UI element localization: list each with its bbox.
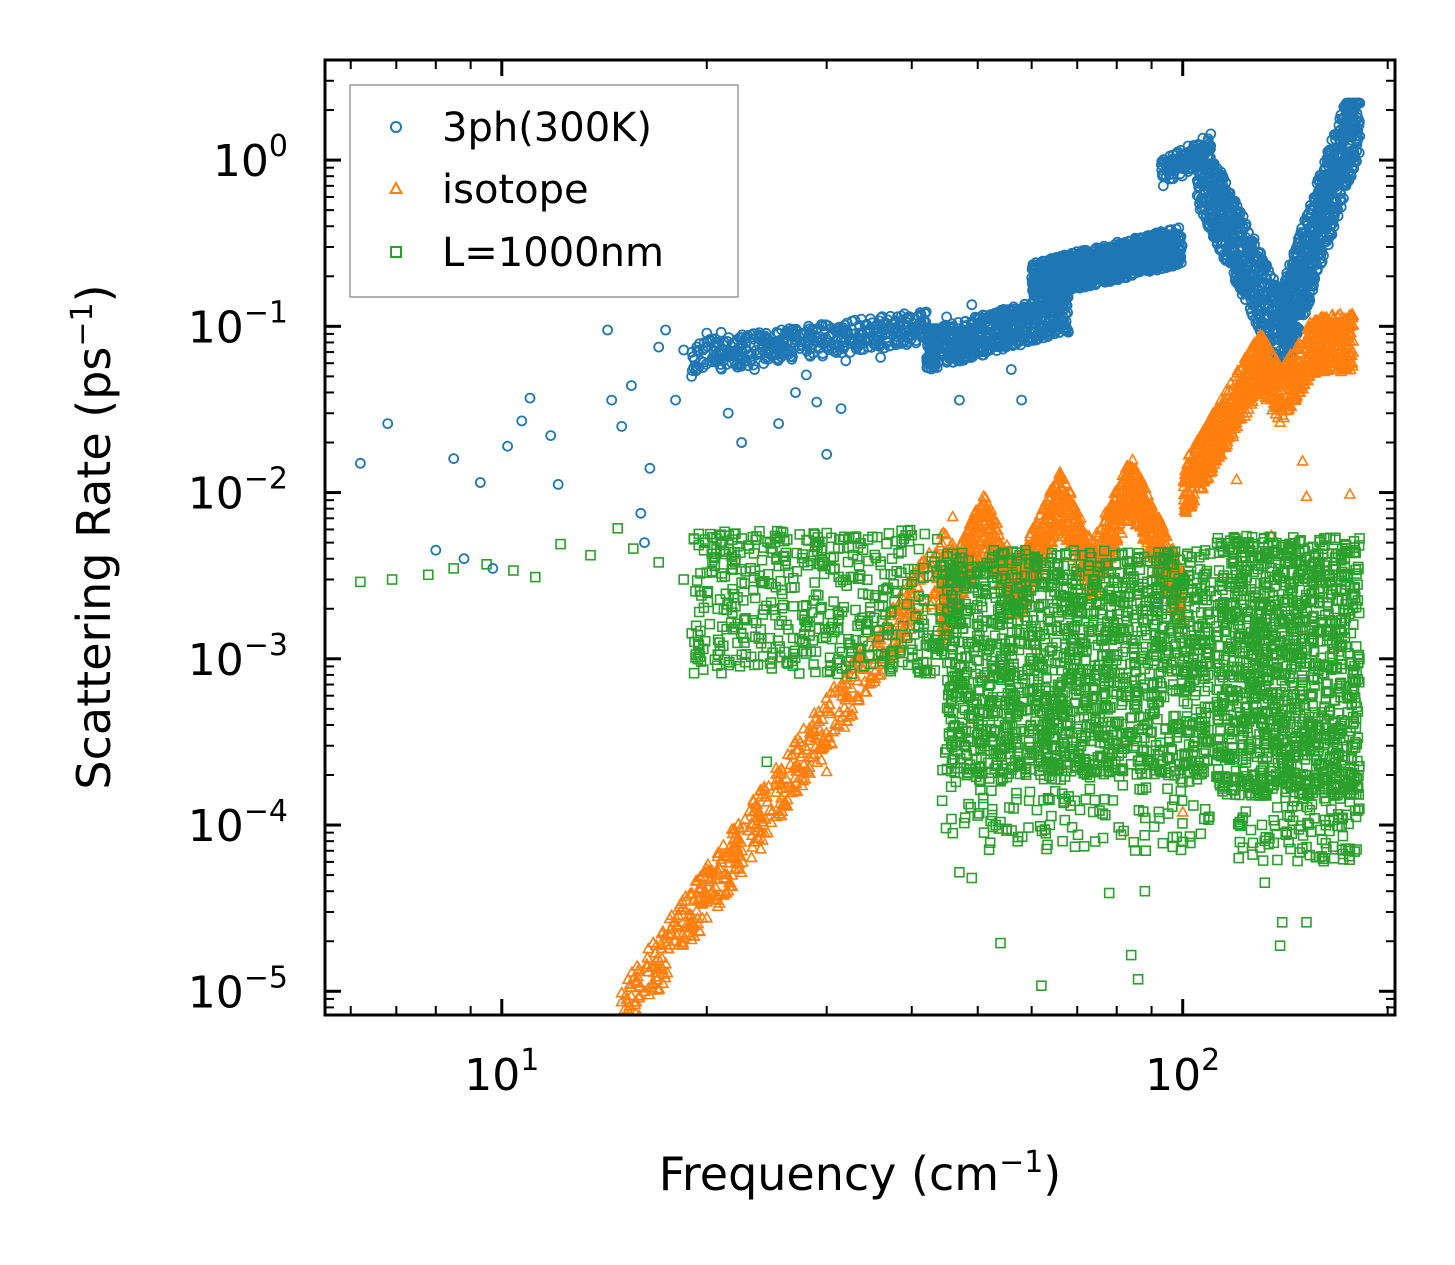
data-point bbox=[804, 323, 815, 335]
data-point bbox=[871, 331, 883, 343]
data-point bbox=[771, 349, 782, 361]
data-point bbox=[743, 349, 755, 361]
data-point bbox=[862, 326, 873, 338]
data-point bbox=[848, 337, 859, 349]
data-point bbox=[695, 355, 707, 367]
data-point bbox=[878, 342, 890, 354]
data-point bbox=[722, 335, 733, 347]
data-point bbox=[846, 315, 858, 327]
data-point bbox=[914, 318, 925, 329]
data-point bbox=[796, 336, 807, 348]
data-point bbox=[691, 341, 703, 353]
data-point bbox=[747, 359, 759, 371]
data-point bbox=[697, 344, 709, 356]
data-point bbox=[794, 343, 805, 355]
data-point bbox=[779, 333, 791, 345]
data-point bbox=[822, 320, 834, 332]
data-point bbox=[828, 346, 840, 358]
data-point bbox=[721, 351, 733, 363]
data-point bbox=[876, 329, 888, 341]
data-point bbox=[838, 341, 850, 353]
data-point bbox=[785, 350, 796, 362]
data-point bbox=[854, 327, 865, 339]
data-point bbox=[895, 337, 907, 349]
data-point bbox=[833, 321, 845, 333]
data-point bbox=[891, 321, 902, 333]
data-point bbox=[687, 351, 699, 363]
data-point bbox=[740, 332, 751, 344]
data-point bbox=[895, 310, 907, 322]
data-point bbox=[873, 340, 885, 352]
data-point bbox=[735, 332, 747, 344]
data-point bbox=[817, 320, 828, 332]
data-point bbox=[804, 350, 816, 362]
data-point bbox=[909, 327, 921, 339]
data-point bbox=[736, 338, 748, 350]
data-point bbox=[823, 344, 834, 356]
data-point bbox=[715, 348, 727, 360]
data-point bbox=[780, 325, 792, 337]
data-point bbox=[812, 335, 823, 347]
data-point bbox=[762, 353, 774, 365]
data-point bbox=[837, 322, 849, 334]
series-layer bbox=[354, 97, 1366, 1015]
data-point bbox=[736, 342, 747, 354]
data-point bbox=[790, 334, 802, 346]
series-circle bbox=[354, 97, 1366, 574]
data-point bbox=[805, 343, 817, 354]
